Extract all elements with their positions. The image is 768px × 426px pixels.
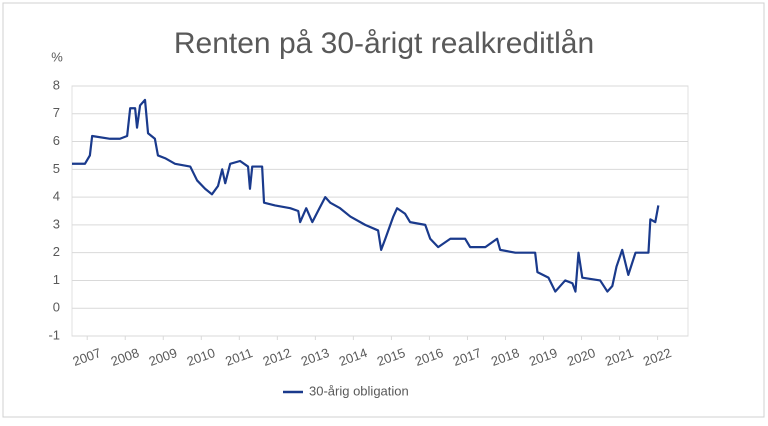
y-tick-label: 1 (53, 272, 60, 287)
y-axis-label: % (51, 49, 63, 64)
y-tick-label: 3 (53, 216, 60, 231)
legend-label: 30-årig obligation (309, 383, 409, 398)
chart-frame (2, 2, 765, 418)
y-tick-label: -1 (48, 327, 60, 342)
y-tick-label: 6 (53, 133, 60, 148)
y-tick-label: 0 (53, 300, 60, 315)
y-tick-label: 8 (53, 77, 60, 92)
chart-title: Renten på 30-årigt realkreditlån (174, 27, 594, 60)
y-tick-label: 7 (53, 105, 60, 120)
y-tick-label: 4 (53, 189, 60, 204)
data-line (72, 98, 660, 293)
y-tick-label: 5 (53, 161, 60, 176)
y-tick-label: 2 (53, 244, 60, 259)
